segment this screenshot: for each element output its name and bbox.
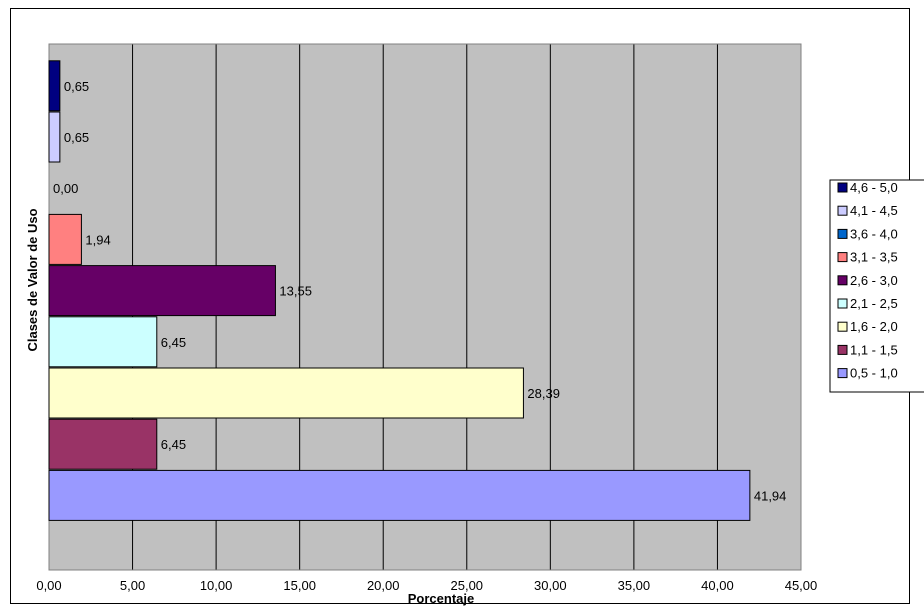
bar	[48, 213, 82, 265]
legend-swatch	[837, 344, 848, 355]
x-tick-label: 25,00	[451, 578, 484, 593]
bar	[48, 60, 61, 112]
legend-label: 4,1 - 4,5	[850, 203, 898, 218]
data-label: 0,65	[64, 130, 89, 145]
x-tick-label: 35,00	[618, 578, 651, 593]
data-label: 1,94	[85, 232, 110, 247]
bar	[48, 469, 751, 521]
data-label: 13,55	[279, 284, 312, 299]
y-axis-label: Clases de Valor de Uso	[25, 208, 40, 351]
x-tick-label: 5,00	[120, 578, 145, 593]
legend-label: 1,1 - 1,5	[850, 342, 898, 357]
data-label: 6,45	[161, 335, 186, 350]
legend-swatch	[837, 182, 848, 193]
data-label: 0,00	[53, 181, 78, 196]
data-label: 6,45	[161, 437, 186, 452]
data-label: 28,39	[527, 386, 560, 401]
x-tick-label: 15,00	[283, 578, 316, 593]
legend-swatch	[837, 368, 848, 379]
bar	[48, 316, 158, 368]
legend-label: 1,6 - 2,0	[850, 319, 898, 334]
x-tick-labels: 0,00 5,00 10,00 15,00 20,00 25,00 30,00 35,00 40…	[36, 578, 817, 593]
legend-swatch	[837, 205, 848, 216]
bar	[48, 111, 61, 163]
data-label: 0,65	[64, 79, 89, 94]
bar	[48, 418, 158, 470]
x-axis-label: Porcentaje	[408, 591, 474, 606]
legend-label: 4,6 - 5,0	[850, 180, 898, 195]
legend-swatch	[837, 298, 848, 309]
legend-swatch	[837, 252, 848, 263]
x-tick-label: 45,00	[785, 578, 818, 593]
data-label: 41,94	[754, 488, 787, 503]
legend-swatch	[837, 275, 848, 286]
legend-label: 3,1 - 3,5	[850, 250, 898, 265]
x-tick-label: 40,00	[701, 578, 734, 593]
data-labels: 41,94 6,45 28,39 6,45 13,55 1,94 0,00 0,65 0,65	[53, 79, 786, 504]
x-tick-label: 10,00	[200, 578, 233, 593]
legend-swatch	[837, 321, 848, 332]
x-tick-label: 20,00	[367, 578, 400, 593]
legend-label: 0,5 - 1,0	[850, 366, 898, 381]
legend-label: 3,6 - 4,0	[850, 226, 898, 241]
x-tick-label: 0,00	[36, 578, 61, 593]
bar	[48, 265, 276, 317]
legend-label: 2,1 - 2,5	[850, 296, 898, 311]
legend-swatch	[837, 228, 848, 239]
bar	[48, 367, 524, 419]
bars	[48, 60, 751, 521]
legend-label: 2,6 - 3,0	[850, 273, 898, 288]
legend: 4,6 - 5,0 4,1 - 4,5 3,6 - 4,0 3,1 - 3,5 2,6 …	[829, 179, 924, 393]
x-tick-label: 30,00	[534, 578, 567, 593]
